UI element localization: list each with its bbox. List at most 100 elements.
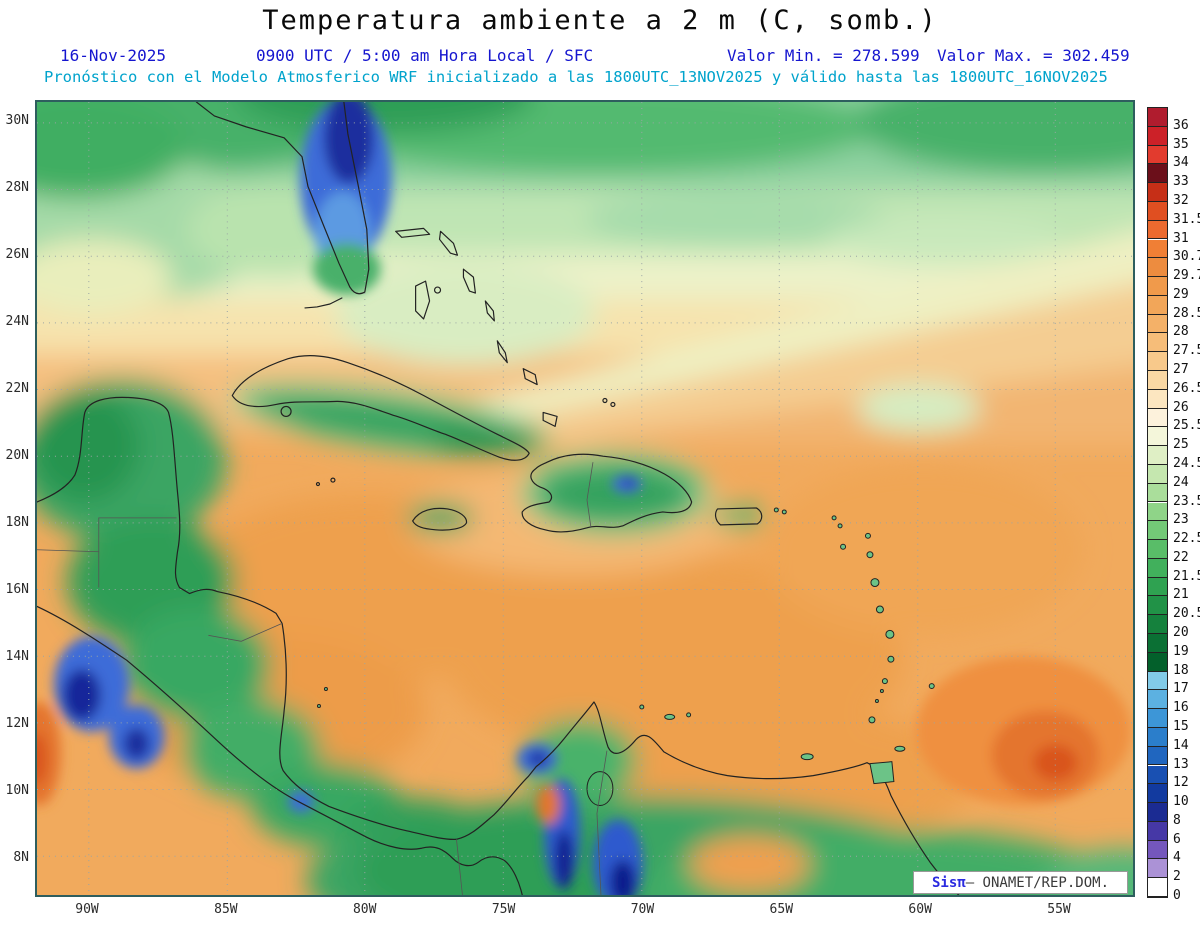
colorbar-cell — [1148, 859, 1167, 879]
colorbar-cell — [1148, 464, 1167, 484]
coast-puerto-rico — [714, 507, 763, 526]
colorbar-cell — [1148, 183, 1167, 202]
lat-tick: 18N — [5, 515, 29, 530]
colorbar-label: 0 — [1173, 888, 1181, 903]
subtitle-line: 16-Nov-2025 0900 UTC / 5:00 am Hora Loca… — [0, 46, 1200, 66]
colorbar-label: 27 — [1173, 362, 1189, 377]
coast-cuba — [231, 354, 530, 461]
colorbar-label: 14 — [1173, 737, 1189, 753]
lon-tick: 70W — [630, 902, 655, 917]
colorbar-label: 16 — [1173, 700, 1189, 716]
colorbar-cell — [1148, 295, 1167, 315]
lon-tick: 65W — [769, 902, 794, 917]
temperature-map-svg — [37, 102, 1133, 895]
colorbar-label: 28 — [1173, 324, 1189, 340]
colorbar-cell — [1148, 821, 1167, 841]
colorbar-cell — [1148, 690, 1167, 710]
coast-trinidad — [869, 761, 895, 785]
lat-tick: 12N — [5, 716, 29, 731]
colorbar-cell — [1148, 596, 1167, 616]
colorbar-label: 30.7 — [1173, 249, 1200, 265]
credit-box: Sisπ – ONAMET/REP.DOM. — [913, 871, 1128, 894]
colorbar-label: 33 — [1173, 174, 1189, 190]
coast-florida-keys — [304, 297, 343, 309]
page-title: Temperatura ambiente a 2 m (C, somb.) — [262, 5, 938, 36]
lat-tick: 30N — [5, 113, 29, 128]
colorbar-label: 29.7 — [1173, 268, 1200, 284]
lon-axis: 90W 85W 80W 75W 70W 65W 60W 55W — [35, 902, 1135, 920]
colorbar-label: 8 — [1173, 812, 1181, 828]
colorbar-cell — [1148, 521, 1167, 541]
colorbar-cell — [1148, 652, 1167, 672]
colorbar-label: 20 — [1173, 625, 1189, 640]
colorbar-cell — [1148, 258, 1167, 278]
lon-tick: 80W — [352, 902, 377, 917]
valor-min: Valor Min. = 278.599 — [727, 46, 920, 65]
lake-maracaibo — [586, 771, 614, 806]
colorbar-label: 12 — [1173, 775, 1189, 791]
colorbar-cell — [1148, 502, 1167, 522]
colorbar-label: 26.5 — [1173, 380, 1200, 396]
lat-tick: 22N — [5, 381, 29, 396]
colorbar-cell — [1148, 615, 1167, 634]
colorbar-label: 6 — [1173, 831, 1181, 847]
colorbar-cell — [1148, 389, 1167, 409]
lat-tick: 26N — [5, 247, 29, 262]
colorbar-label: 25.5 — [1173, 418, 1200, 434]
coast-mainland-caribbean — [37, 396, 960, 895]
colorbar-cell — [1148, 765, 1167, 785]
colorbar-cell — [1148, 709, 1167, 728]
colorbar-label: 15 — [1173, 718, 1189, 734]
colorbar-labels: 363534333231.53130.729.72928.52827.52726… — [1173, 107, 1200, 907]
colorbar-label: 18 — [1173, 662, 1189, 678]
lat-tick: 24N — [5, 314, 29, 329]
colorbar-label: 21 — [1173, 587, 1189, 603]
forecast-model-line: Pronóstico con el Modelo Atmosferico WRF… — [44, 68, 1108, 86]
colorbar — [1147, 107, 1168, 898]
credit-text: – ONAMET/REP.DOM. — [965, 874, 1109, 891]
colorbar-label: 23 — [1173, 512, 1189, 528]
colorbar-cell — [1148, 352, 1167, 371]
colorbar-cell — [1148, 408, 1167, 428]
colorbar-cell — [1148, 126, 1167, 146]
colorbar-label: 23.5 — [1173, 493, 1200, 509]
colorbar-cell — [1148, 558, 1167, 578]
colorbar-label: 31 — [1173, 230, 1189, 246]
lat-tick: 28N — [5, 180, 29, 195]
lat-tick: 14N — [5, 649, 29, 664]
lon-tick: 60W — [908, 902, 932, 917]
map — [35, 100, 1135, 897]
colorbar-label: 32 — [1173, 192, 1189, 208]
colorbar-label: 22.5 — [1173, 531, 1200, 547]
coastlines — [37, 102, 960, 895]
temperature-field — [37, 102, 1133, 895]
colorbar-label: 27.5 — [1173, 343, 1200, 359]
colorbar-label: 4 — [1173, 850, 1181, 866]
colorbar-label: 21.5 — [1173, 568, 1200, 584]
colorbar-label: 17 — [1173, 681, 1189, 697]
lat-tick: 16N — [5, 582, 29, 597]
colorbar-cell — [1148, 108, 1167, 127]
valid-date: 16-Nov-2025 — [60, 46, 166, 65]
coast-bahamas — [395, 227, 558, 427]
colorbar-cell — [1148, 803, 1167, 822]
colorbar-label: 20.5 — [1173, 606, 1200, 622]
lesser-antilles-islands — [316, 507, 935, 785]
colorbar-cell — [1148, 239, 1167, 259]
coast-hispaniola — [521, 453, 693, 533]
colorbar-cell — [1148, 164, 1167, 184]
lon-tick: 90W — [75, 902, 99, 917]
colorbar-label: 19 — [1173, 643, 1189, 659]
colorbar-cell — [1148, 427, 1167, 447]
colorbar-cell — [1148, 634, 1167, 653]
country-borders — [37, 462, 608, 895]
colorbar-label: 24 — [1173, 474, 1189, 490]
colorbar-cell — [1148, 784, 1167, 804]
lon-tick: 55W — [1047, 902, 1071, 917]
coast-jamaica — [412, 507, 468, 531]
colorbar-label: 26 — [1173, 399, 1189, 415]
sispi-logo: Sisπ — [931, 874, 966, 891]
colorbar-label: 24.5 — [1173, 455, 1200, 471]
colorbar-label: 2 — [1173, 869, 1181, 885]
colorbar-cell — [1148, 446, 1167, 465]
